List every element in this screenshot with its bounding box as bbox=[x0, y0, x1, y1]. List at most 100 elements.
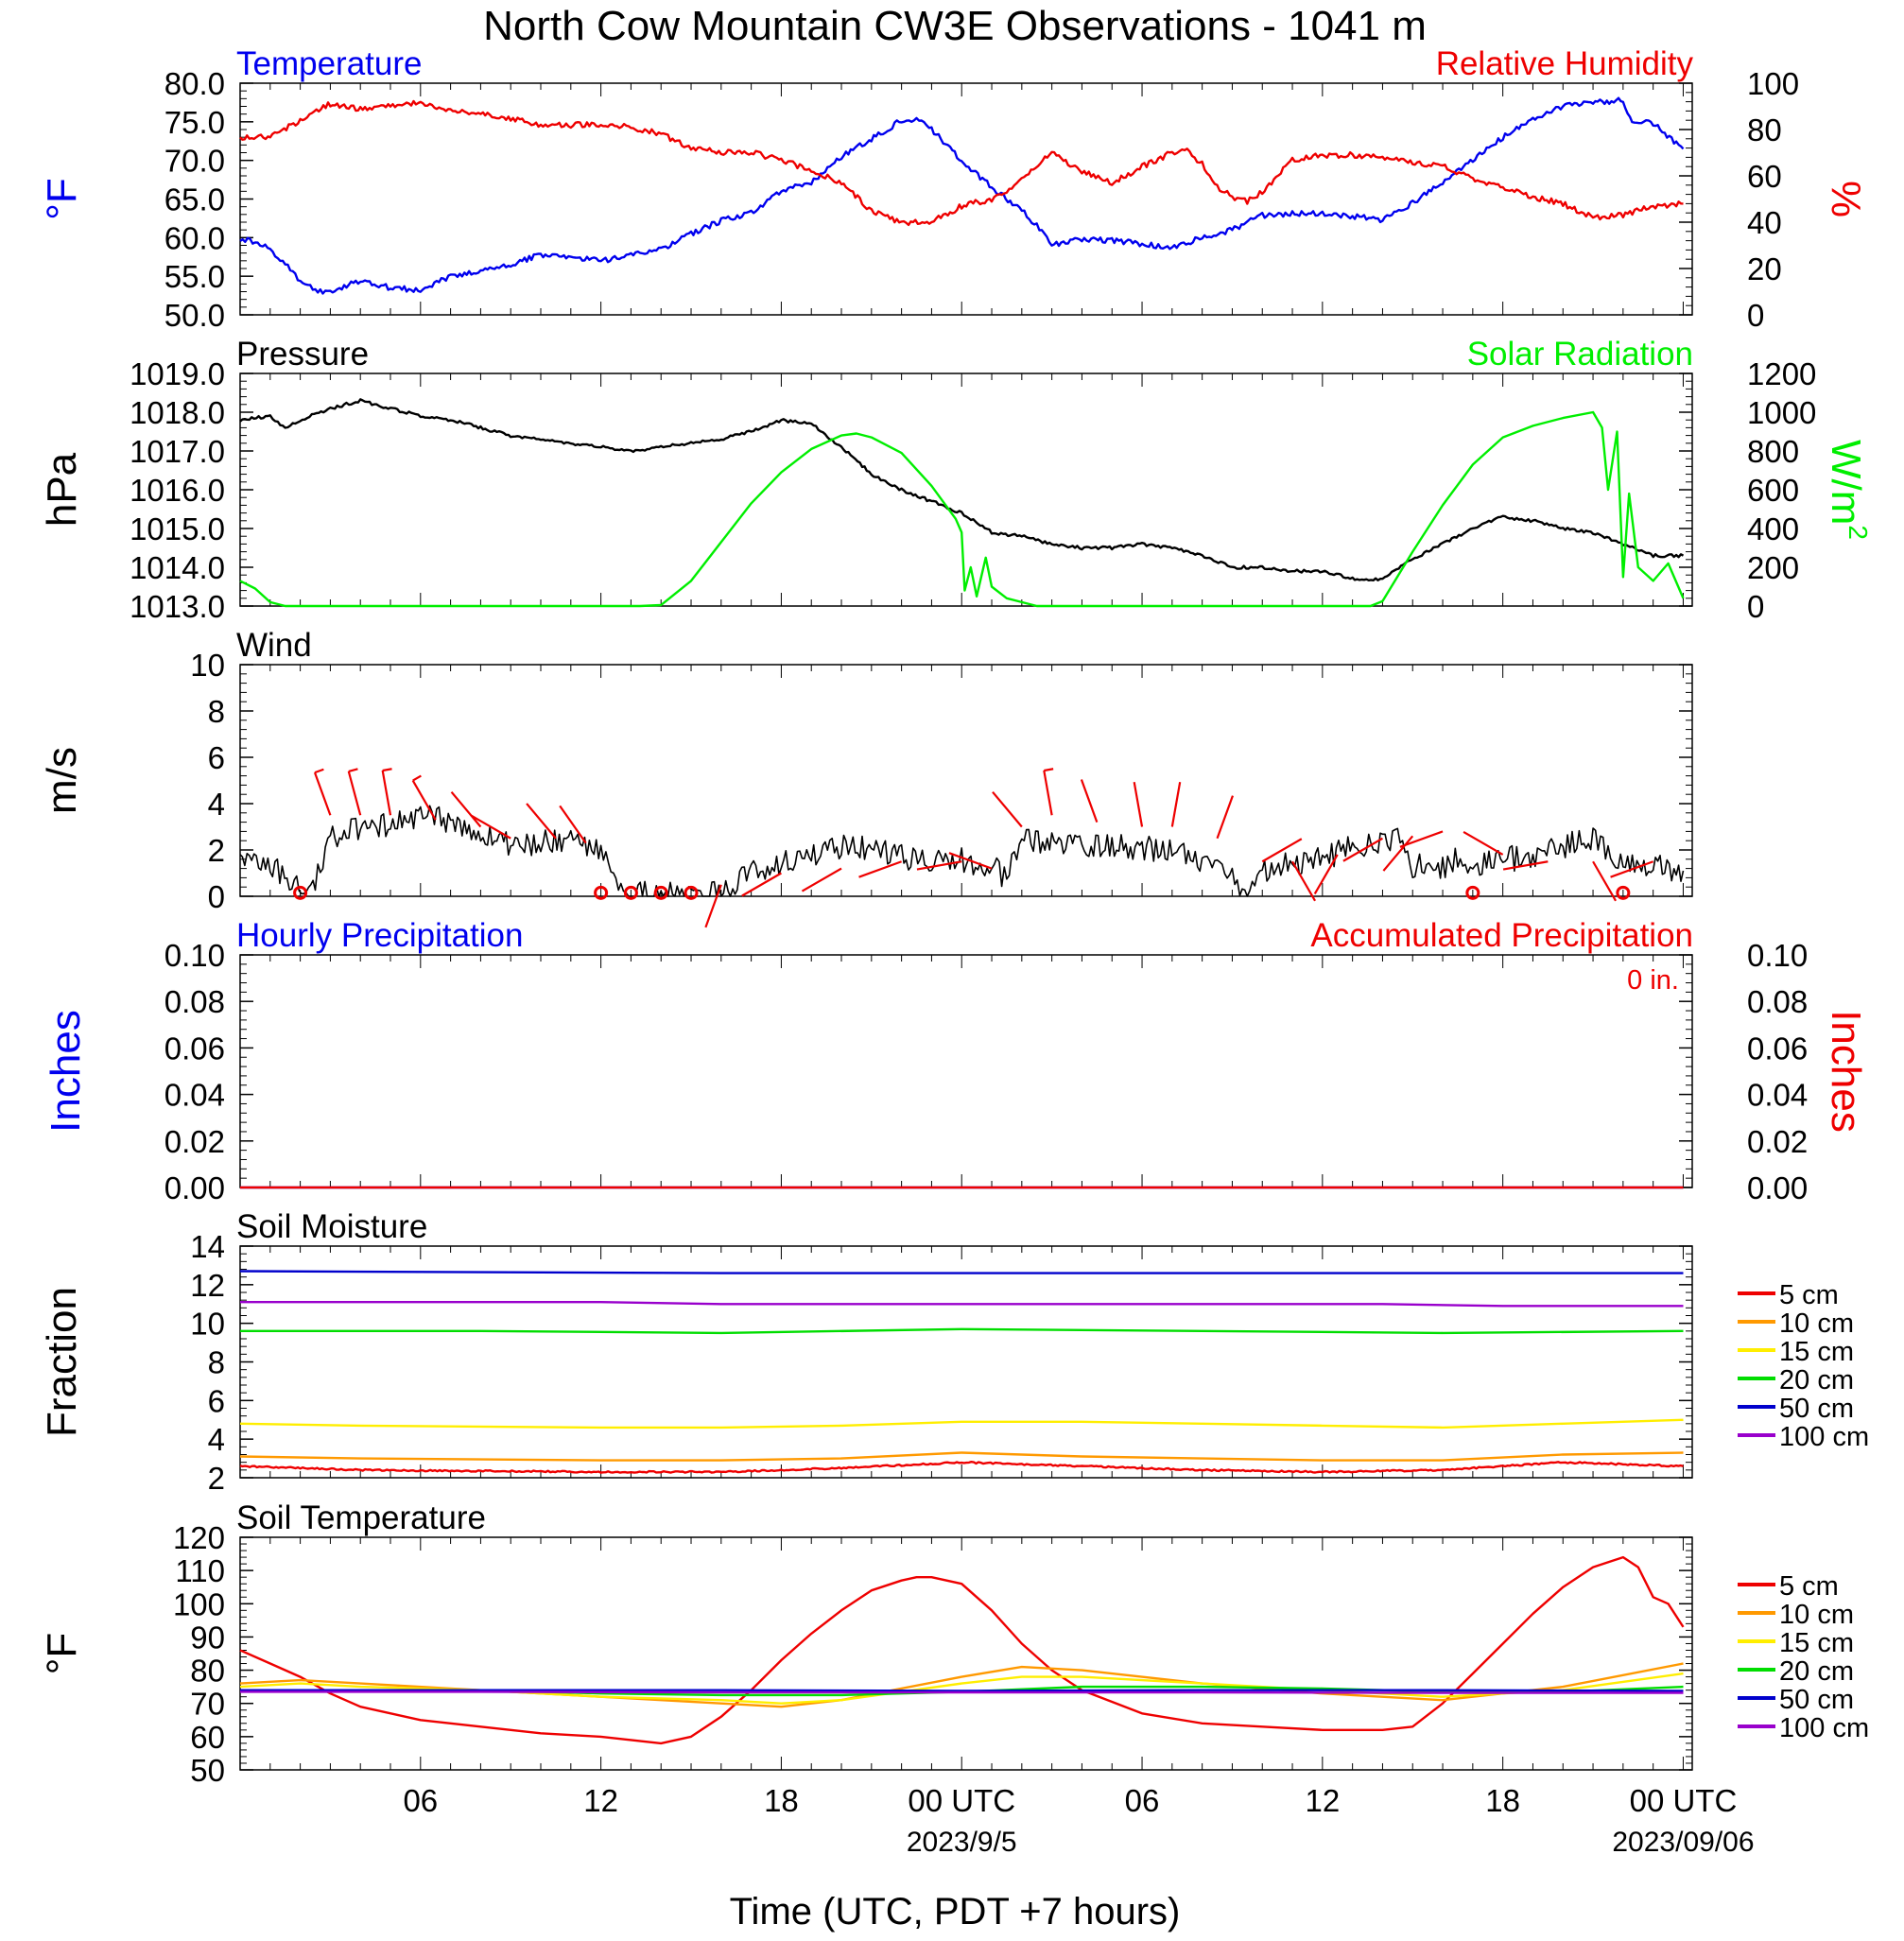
right-tick-label: 100 bbox=[1747, 66, 1799, 101]
wind-barb-feather bbox=[1044, 768, 1054, 772]
left-tick-label: 0.06 bbox=[164, 1031, 225, 1066]
series-line-20-cm bbox=[240, 1327, 1684, 1335]
left-tick-label: 4 bbox=[208, 1422, 225, 1457]
wind-calm-marker bbox=[1616, 885, 1631, 900]
series-line-50-cm bbox=[240, 1689, 1684, 1692]
right-tick-label: 0.10 bbox=[1747, 938, 1808, 973]
series-line-100-cm bbox=[240, 1690, 1684, 1694]
right-tick-label: 0.06 bbox=[1747, 1031, 1808, 1066]
series-line-10-cm bbox=[239, 1662, 1684, 1708]
right-tick-label: 0.00 bbox=[1747, 1170, 1808, 1205]
left-tick-label: 2 bbox=[208, 833, 225, 868]
left-axis-title: m/s bbox=[39, 747, 85, 814]
legend-label: 15 cm bbox=[1779, 1628, 1854, 1658]
panel-left-label: Wind bbox=[236, 627, 312, 664]
right-tick-label: 80 bbox=[1747, 113, 1782, 147]
wind-barb bbox=[1216, 795, 1234, 840]
wind-calm-marker bbox=[623, 885, 638, 900]
legend-entry: 50 cm bbox=[1738, 1685, 1854, 1715]
wind-barb bbox=[1080, 779, 1099, 823]
panel-left-label: Pressure bbox=[236, 336, 369, 373]
series-line-5-cm bbox=[239, 1461, 1684, 1474]
wind-barb bbox=[559, 805, 587, 844]
wind-barb bbox=[1399, 830, 1444, 848]
left-tick-label: 70.0 bbox=[164, 144, 225, 179]
series-line-temperature bbox=[239, 96, 1685, 295]
legend-entry: 20 cm bbox=[1738, 1365, 1854, 1395]
left-tick-label: 1016.0 bbox=[130, 473, 225, 508]
x-axis: 06 12 18 00 UTC 2023/9/5 06 12 18 00 UTC 2023/09/… bbox=[403, 1783, 1754, 1858]
x-tick-label: 12 bbox=[1305, 1783, 1340, 1818]
panel-left-label: Soil Temperature bbox=[236, 1499, 486, 1536]
series-line-5-cm bbox=[239, 1555, 1685, 1745]
x-date-label: 2023/09/06 bbox=[1612, 1827, 1754, 1858]
wind-barb bbox=[1170, 782, 1182, 827]
series-line-15-cm bbox=[239, 1418, 1684, 1430]
legend-entry: 5 cm bbox=[1738, 1280, 1839, 1310]
wind-barb-feather bbox=[314, 768, 324, 774]
panel-precip: 0.00 0.02 0.04 0.06 0.08 0.10 0.00 0.02 0.04 0.06… bbox=[43, 917, 1869, 1205]
left-tick-label: 1017.0 bbox=[130, 434, 225, 469]
series-line-solar-radiation bbox=[239, 410, 1685, 608]
left-tick-label: 14 bbox=[190, 1229, 225, 1264]
left-tick-label: 120 bbox=[173, 1520, 225, 1555]
panel-frame bbox=[239, 82, 1693, 316]
right-tick-label: 1200 bbox=[1747, 356, 1816, 391]
left-tick-label: 80 bbox=[190, 1654, 225, 1689]
right-tick-label: 200 bbox=[1747, 550, 1799, 585]
legend-entry: 5 cm bbox=[1738, 1571, 1839, 1602]
wind-barb bbox=[992, 791, 1023, 828]
wind-barb bbox=[1133, 782, 1144, 827]
wind-barb bbox=[948, 852, 993, 870]
right-tick-label: 0.02 bbox=[1747, 1124, 1808, 1159]
right-axis-title: % bbox=[1823, 181, 1869, 217]
right-tick-label: 20 bbox=[1747, 251, 1782, 286]
wind-barb bbox=[704, 884, 722, 928]
wind-barb bbox=[471, 814, 511, 840]
left-tick-label: 75.0 bbox=[164, 105, 225, 140]
panel-temp_rh: 50.0 55.0 60.065.070.0 75.0 80.0 0 20 40 60 80 100… bbox=[39, 45, 1869, 333]
wind-barb bbox=[450, 791, 482, 828]
wind-barb bbox=[347, 771, 362, 816]
wind-barb-feather bbox=[348, 768, 358, 772]
panel-left-label: Temperature bbox=[236, 45, 422, 82]
x-date-label: 2023/9/5 bbox=[907, 1827, 1017, 1858]
left-tick-label: 70 bbox=[190, 1687, 225, 1722]
x-tick-label: 06 bbox=[1125, 1783, 1160, 1818]
wind-barb bbox=[411, 780, 437, 821]
wind-barb bbox=[741, 872, 782, 897]
wind-barb bbox=[1463, 830, 1504, 856]
wind-barb bbox=[916, 860, 962, 871]
left-tick-label: 6 bbox=[208, 1383, 225, 1418]
series-line-50-cm bbox=[239, 1270, 1684, 1274]
series-line-10-cm bbox=[239, 1451, 1684, 1462]
right-tick-label: 0.08 bbox=[1747, 984, 1808, 1019]
legend-entry: 10 cm bbox=[1738, 1600, 1854, 1630]
x-tick-label: 06 bbox=[403, 1783, 438, 1818]
wind-calm-marker bbox=[293, 885, 308, 900]
wind-barb bbox=[1342, 837, 1383, 862]
panel-left-label: Soil Moisture bbox=[236, 1208, 427, 1245]
left-tick-label: 8 bbox=[208, 1345, 225, 1380]
chart-title: North Cow Mountain CW3E Observations - 1… bbox=[483, 3, 1427, 49]
wind-barb-feather bbox=[412, 774, 422, 782]
wind-barb bbox=[313, 771, 332, 816]
legend-label: 20 cm bbox=[1779, 1656, 1854, 1687]
left-tick-label: 0 bbox=[208, 879, 225, 914]
wind-calm-marker bbox=[1465, 885, 1480, 900]
wind-barb-feather bbox=[382, 768, 392, 772]
left-tick-label: 100 bbox=[173, 1586, 225, 1621]
wind-calm-marker bbox=[684, 885, 699, 900]
left-tick-label: 1014.0 bbox=[130, 550, 225, 585]
wind-calm-marker bbox=[653, 885, 668, 900]
wind-calm-marker bbox=[594, 885, 609, 900]
legend-entry: 100 cm bbox=[1738, 1422, 1869, 1452]
right-tick-label: 0.04 bbox=[1747, 1078, 1808, 1113]
wind-barb bbox=[1592, 860, 1618, 902]
left-tick-label: 0.00 bbox=[164, 1170, 225, 1205]
left-tick-label: 12 bbox=[190, 1268, 225, 1303]
left-axis-title: °F bbox=[39, 1633, 85, 1674]
wind-barb bbox=[1261, 838, 1303, 863]
